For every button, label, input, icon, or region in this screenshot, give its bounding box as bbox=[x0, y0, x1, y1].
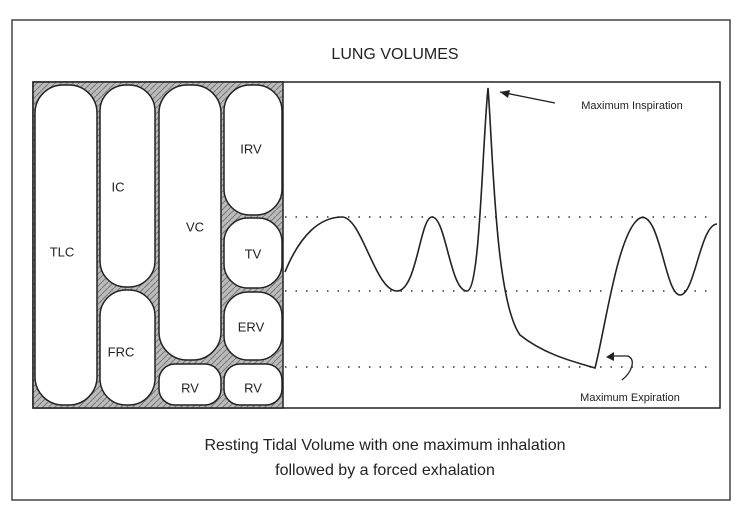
volume-box bbox=[223, 363, 283, 406]
volume-box bbox=[99, 289, 156, 406]
volume-label: IC bbox=[112, 179, 125, 194]
volume-label: TLC bbox=[50, 244, 75, 259]
volume-box bbox=[223, 291, 283, 361]
volume-trace bbox=[284, 87, 718, 370]
arrowhead bbox=[500, 90, 510, 98]
volume-box bbox=[158, 363, 222, 406]
title: LUNG VOLUMES bbox=[331, 46, 458, 63]
volume-label: RV bbox=[244, 380, 262, 395]
volume-box bbox=[99, 84, 156, 288]
caption: followed by a forced exhalation bbox=[275, 462, 495, 479]
volume-box bbox=[34, 84, 98, 406]
arrowhead bbox=[606, 352, 614, 361]
annotation: Maximum Inspiration bbox=[581, 100, 682, 112]
arrow bbox=[612, 355, 633, 381]
volume-label: IRV bbox=[240, 141, 262, 156]
volume-label: TV bbox=[245, 246, 262, 261]
volume-label: ERV bbox=[238, 319, 265, 334]
volume-label: RV bbox=[181, 380, 199, 395]
volume-label: FRC bbox=[108, 344, 135, 359]
volume-box bbox=[223, 84, 283, 216]
volume-box bbox=[158, 84, 222, 361]
volume-box bbox=[223, 217, 283, 289]
caption: Resting Tidal Volume with one maximum in… bbox=[204, 437, 565, 454]
volume-label: VC bbox=[186, 219, 204, 234]
arrow bbox=[499, 91, 556, 104]
outer-frame bbox=[11, 19, 731, 501]
annotation: Maximum Expiration bbox=[580, 392, 680, 404]
